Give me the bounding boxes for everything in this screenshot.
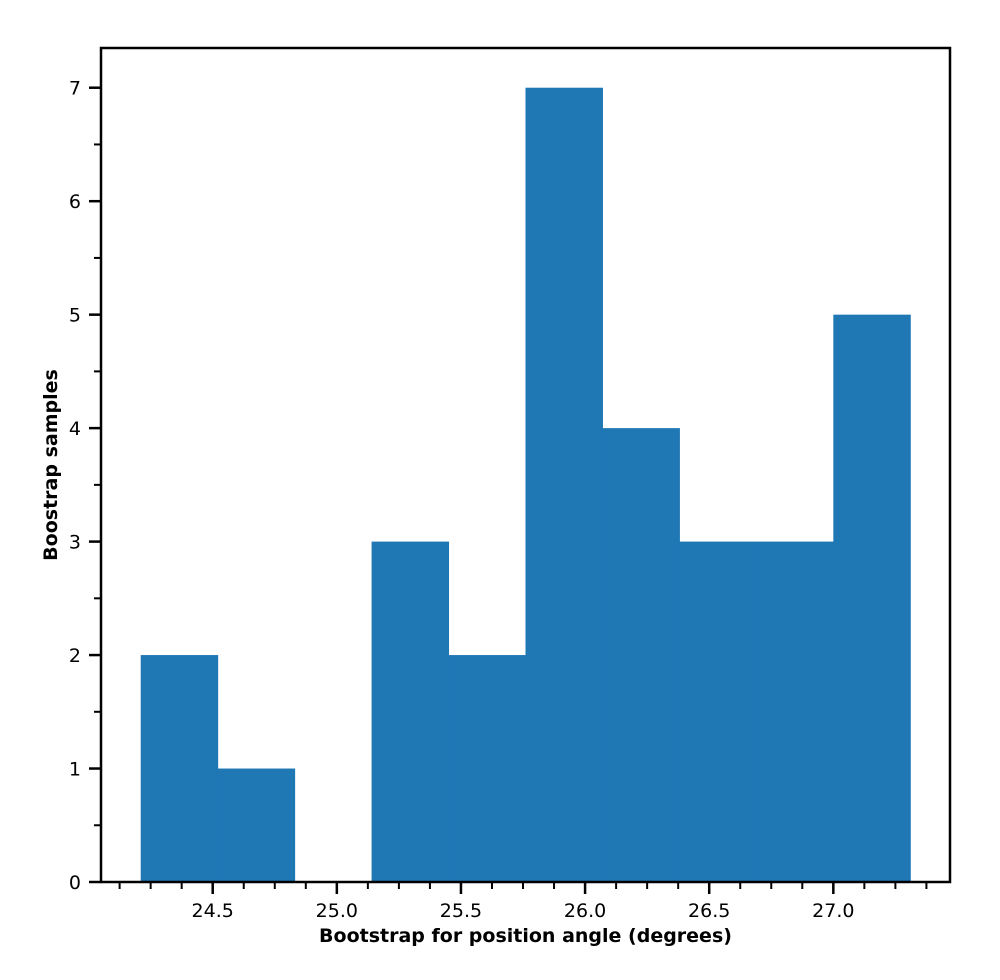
histogram-bar — [679, 541, 757, 882]
x-tick-label: 26.0 — [564, 900, 606, 922]
x-tick-label: 25.0 — [316, 900, 358, 922]
y-tick-label: 7 — [69, 78, 81, 100]
y-tick-label: 2 — [69, 645, 81, 667]
histogram-bar — [371, 541, 450, 882]
histogram-bar — [525, 87, 603, 882]
y-tick-label: 4 — [69, 418, 81, 440]
histogram-bar — [217, 768, 296, 882]
histogram-bar — [756, 541, 834, 882]
x-tick-label: 27.0 — [812, 900, 854, 922]
y-tick-label: 0 — [69, 872, 81, 894]
y-tick-label: 3 — [69, 532, 81, 554]
y-axis-label: Boostrap samples — [40, 369, 62, 561]
x-tick-label: 26.5 — [688, 900, 730, 922]
x-tick-label: 25.5 — [440, 900, 482, 922]
histogram-bar — [833, 314, 911, 882]
histogram-bar — [448, 655, 526, 882]
histogram-bar — [602, 428, 680, 882]
x-axis-label: Bootstrap for position angle (degrees) — [319, 925, 732, 947]
plot-frame — [99, 46, 952, 884]
histogram-bar — [140, 655, 219, 882]
bars-group — [140, 87, 911, 882]
y-tick-label: 1 — [69, 759, 81, 781]
y-tick-label: 6 — [69, 191, 81, 213]
y-tick-label: 5 — [69, 305, 81, 327]
x-tick-label: 24.5 — [192, 900, 234, 922]
ticks-group: 24.5 25.0 25.5 26.0 26.5 27.0 0 1 2 3 4 5 6 7 — [69, 78, 928, 922]
